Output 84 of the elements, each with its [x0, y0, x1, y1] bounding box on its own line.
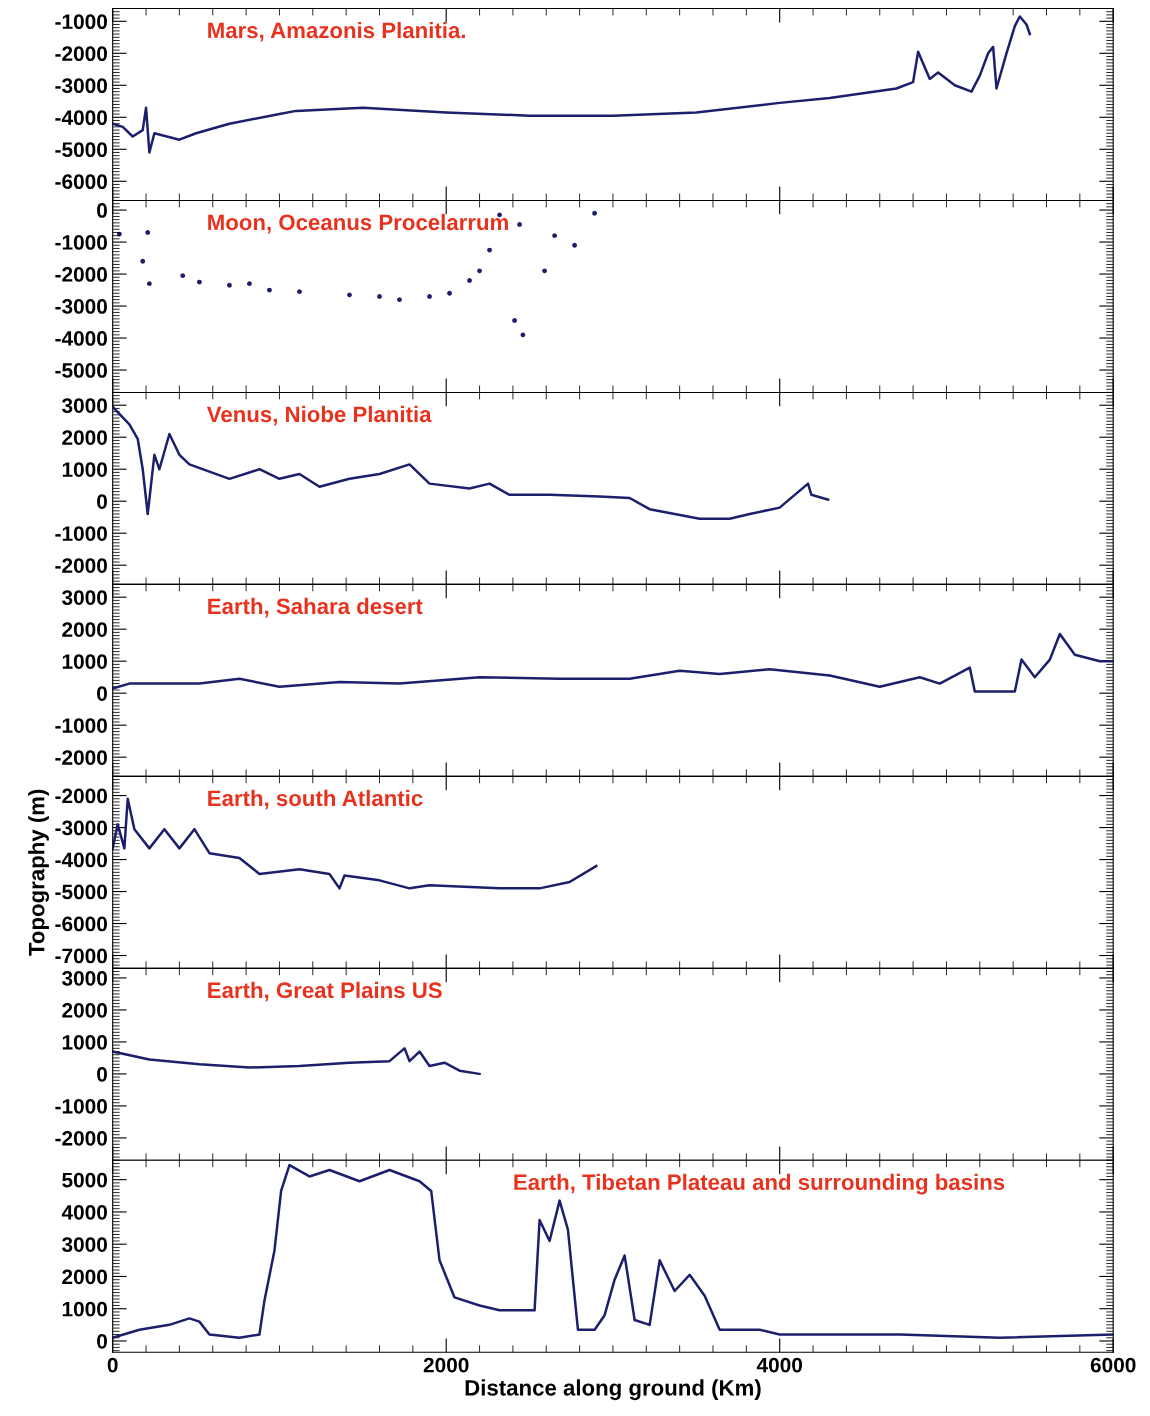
text: Venus, Niobe Planitia — [206, 405, 432, 426]
y-tick-label: -2000 — [55, 558, 107, 573]
y-tick-label: 5000 — [62, 1172, 107, 1188]
y-tick-label: -4000 — [55, 110, 107, 126]
text: Moon, Oceanus Procelarrum — [208, 213, 508, 234]
text: Mars, Amazonis Planitia. — [208, 21, 465, 42]
point — [542, 268, 547, 274]
y-tick-label: -1000 — [55, 1098, 107, 1114]
y-tick-label: 2000 — [62, 622, 107, 637]
point — [447, 290, 452, 296]
point — [517, 222, 522, 227]
point — [197, 279, 202, 285]
point — [520, 332, 526, 338]
y-tick-label: -2000 — [55, 267, 107, 282]
x-tick-label: 4000 — [756, 1357, 803, 1373]
y-tick-label: 0 — [97, 1333, 107, 1349]
y-tick-label: 3000 — [61, 1237, 107, 1252]
point — [487, 247, 492, 253]
y-tick-label: -7000 — [55, 948, 107, 964]
y-tick-label: -2000 — [55, 750, 107, 765]
point — [467, 278, 472, 283]
text: Earth, Great Plains US — [208, 981, 442, 1002]
y-tick-label: -3000 — [55, 78, 107, 94]
point — [140, 258, 146, 264]
y-tick-label: 2000 — [62, 1002, 107, 1018]
y-tick-label: -2000 — [55, 1130, 107, 1146]
y-tick-label: -1000 — [55, 14, 107, 30]
x-axis-title: Distance along ground (Km) — [465, 1379, 761, 1401]
y-tick-label: 1000 — [62, 1034, 107, 1050]
y-tick-label: -4000 — [55, 331, 107, 346]
y-tick-label: 4000 — [61, 1204, 107, 1220]
y-tick-label: -5000 — [55, 142, 107, 158]
point — [145, 230, 151, 235]
point — [477, 268, 482, 274]
y-tick-label: -1000 — [55, 526, 107, 541]
y-tick-label: -1000 — [55, 718, 107, 733]
y-tick-label: 3000 — [61, 590, 107, 605]
point — [512, 318, 517, 323]
x-tick-label: 0 — [107, 1357, 118, 1373]
y-tick-label: -6000 — [55, 916, 107, 932]
point — [227, 282, 232, 288]
y-tick-label: -1000 — [55, 235, 107, 250]
text: Earth, south Atlantic — [208, 789, 423, 810]
point — [247, 281, 252, 287]
line-series — [112, 632, 1114, 693]
y-tick-label: -5000 — [55, 363, 107, 378]
y-tick-label: 0 — [97, 686, 107, 701]
line-series — [112, 1047, 481, 1076]
y-tick-label: -6000 — [55, 174, 107, 190]
point — [267, 287, 272, 293]
line-series — [112, 15, 1032, 154]
x-tick-label: 2000 — [423, 1357, 469, 1373]
point — [572, 242, 577, 248]
y-tick-label: 1000 — [62, 462, 107, 477]
y-tick-label: -3000 — [55, 820, 107, 836]
text: Earth, Tibetan Plateau and surrounding basins — [514, 1173, 1005, 1195]
point — [397, 297, 402, 303]
y-tick-label: 2000 — [62, 1269, 107, 1285]
point — [180, 273, 186, 279]
y-tick-label: -4000 — [55, 852, 107, 868]
point — [552, 233, 557, 239]
y-tick-label: 1000 — [62, 1301, 107, 1317]
point — [347, 292, 352, 298]
point — [427, 294, 432, 299]
point — [377, 294, 382, 299]
x-tick-label: 6000 — [1090, 1357, 1136, 1373]
y-tick-label: -2000 — [55, 788, 107, 804]
y-tick-label: 1000 — [62, 654, 107, 669]
point — [146, 281, 152, 287]
y-tick-label: 0 — [97, 203, 107, 218]
y-tick-label: 2000 — [62, 430, 107, 445]
y-tick-label: -5000 — [55, 884, 107, 900]
y-tick-label: -2000 — [55, 46, 107, 62]
line-series — [112, 405, 830, 521]
text: Earth, Sahara desert — [208, 597, 423, 618]
y-tick-label: 0 — [97, 1066, 107, 1082]
y-tick-label: 0 — [97, 494, 107, 509]
point — [297, 289, 302, 295]
y-axis-title: Topography (m) — [28, 789, 50, 956]
line-series — [112, 1163, 1114, 1340]
y-tick-label: 3000 — [61, 970, 107, 986]
y-tick-label: -3000 — [55, 299, 107, 314]
y-tick-label: 3000 — [61, 398, 107, 414]
point — [592, 210, 598, 216]
